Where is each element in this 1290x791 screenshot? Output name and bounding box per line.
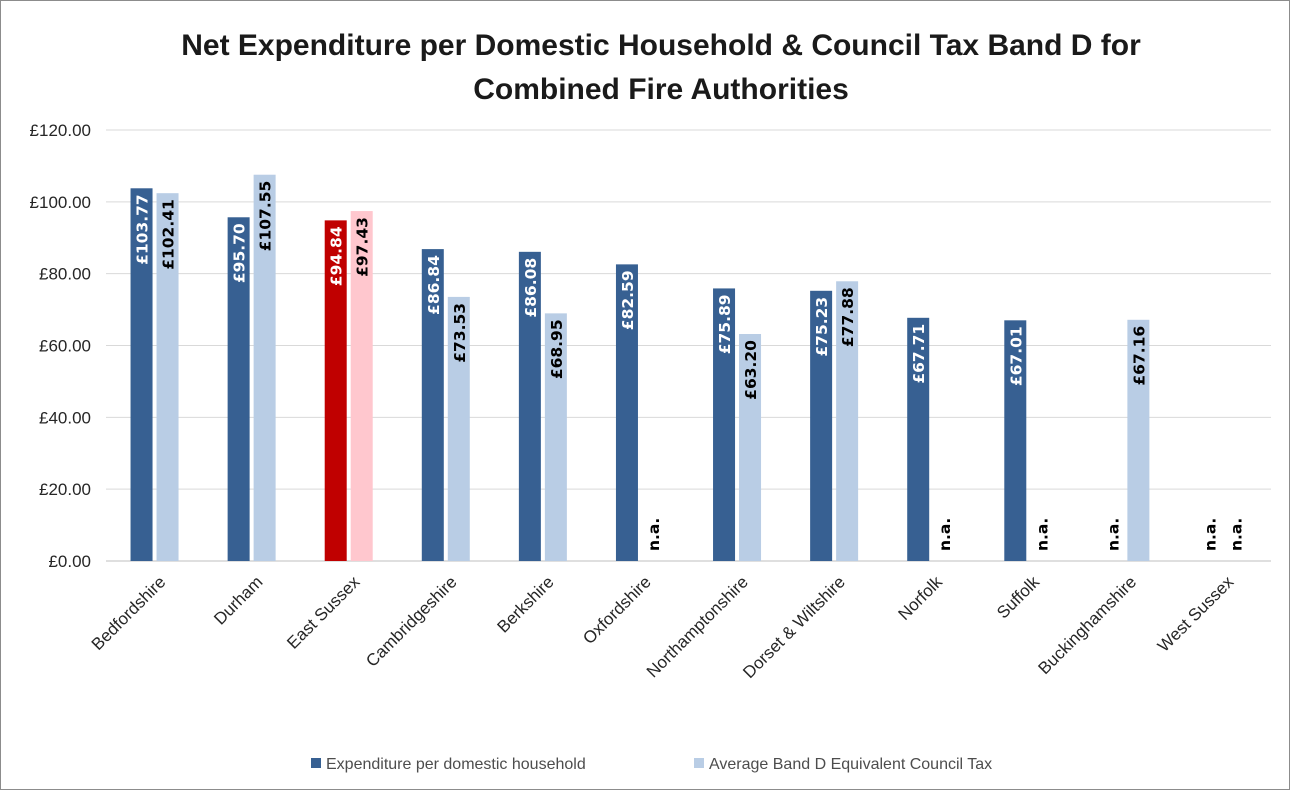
y-tick-label: £40.00: [39, 408, 91, 427]
category-label: Suffolk: [993, 572, 1043, 622]
bar-band-d: [253, 174, 276, 561]
data-label: £82.59: [619, 270, 637, 330]
y-tick-label: £120.00: [30, 121, 91, 140]
legend-label: Expenditure per domestic household: [326, 756, 586, 773]
category-label: Buckinghamshire: [1035, 572, 1141, 678]
legend-swatch: [311, 758, 321, 768]
bar-expenditure: [324, 220, 347, 561]
category-label: Northamptonshire: [643, 572, 752, 681]
category-label: Cambridgeshire: [362, 572, 460, 670]
legend: Expenditure per domestic household Averag…: [311, 756, 992, 773]
bar-band-d: [1127, 319, 1150, 561]
data-label: £63.20: [742, 340, 760, 400]
bar-band-d: [739, 334, 762, 561]
data-label: £95.70: [231, 223, 249, 283]
data-label: £73.53: [451, 303, 469, 363]
data-label: £94.84: [328, 226, 346, 286]
bar-expenditure: [615, 264, 638, 561]
y-tick-label: £80.00: [39, 265, 91, 284]
bar-expenditure: [713, 288, 736, 561]
y-axis-ticks: £0.00 £20.00 £40.00 £60.00 £80.00 £100.00 £120…: [30, 121, 91, 571]
bar-band-d: [156, 193, 179, 561]
data-label: n.a.: [645, 518, 663, 551]
bar-expenditure: [1004, 320, 1027, 561]
data-label: £107.55: [257, 181, 275, 252]
data-label: £67.71: [910, 324, 928, 384]
category-label: Norfolk: [895, 572, 947, 624]
data-label: n.a.: [1227, 518, 1245, 551]
category-label: Dorset & Wiltshire: [739, 572, 849, 682]
chart-title-line: Combined Fire Authorities: [473, 73, 849, 106]
data-label: n.a.: [936, 518, 954, 551]
bar-expenditure: [421, 249, 444, 561]
data-label: £75.89: [716, 294, 734, 354]
data-label: n.a.: [1201, 518, 1219, 551]
bar-band-d: [447, 296, 470, 561]
data-label: £67.01: [1007, 326, 1025, 386]
chart-title-line: Net Expenditure per Domestic Household &…: [181, 29, 1141, 62]
data-label: £67.16: [1130, 326, 1148, 386]
data-label: £86.84: [425, 255, 443, 315]
data-label: £68.95: [548, 319, 566, 379]
category-label: Oxfordshire: [579, 572, 655, 648]
data-label: n.a.: [1033, 518, 1051, 551]
bar-expenditure: [907, 317, 930, 561]
bar-band-d: [836, 281, 859, 561]
y-tick-label: £60.00: [39, 337, 91, 356]
category-label: West Sussex: [1154, 572, 1238, 656]
data-label: £103.77: [134, 194, 152, 265]
data-label: £102.41: [160, 199, 178, 270]
y-tick-label: £0.00: [48, 552, 91, 571]
data-label: £97.43: [354, 217, 372, 277]
category-label: Bedfordshire: [88, 572, 170, 654]
legend-label: Average Band D Equivalent Council Tax: [709, 756, 992, 773]
category-label: Durham: [210, 572, 266, 628]
gridlines: [106, 129, 1271, 562]
bar-expenditure: [130, 188, 153, 561]
data-label: n.a.: [1104, 518, 1122, 551]
bar-expenditure: [518, 251, 541, 561]
y-tick-label: £20.00: [39, 480, 91, 499]
category-label: East Sussex: [283, 572, 364, 653]
bar-expenditure: [810, 290, 833, 561]
data-label: £86.08: [522, 258, 540, 318]
legend-swatch: [694, 758, 704, 768]
y-tick-label: £100.00: [30, 193, 91, 212]
category-label: Berkshire: [493, 572, 557, 636]
bars: [130, 174, 1150, 562]
chart-title: Net Expenditure per Domestic Household &…: [181, 29, 1141, 106]
data-labels: £103.77 £102.41 £95.70 £107.55 £94.84 £97.43 £…: [134, 181, 1246, 551]
bar-expenditure: [227, 217, 250, 561]
x-axis-categories: Bedfordshire Durham East SussexCambridgesh…: [88, 572, 1238, 682]
bar-band-d: [544, 313, 567, 561]
data-label: £75.23: [813, 297, 831, 357]
bar-band-d: [350, 211, 373, 562]
data-label: £77.88: [839, 287, 857, 347]
